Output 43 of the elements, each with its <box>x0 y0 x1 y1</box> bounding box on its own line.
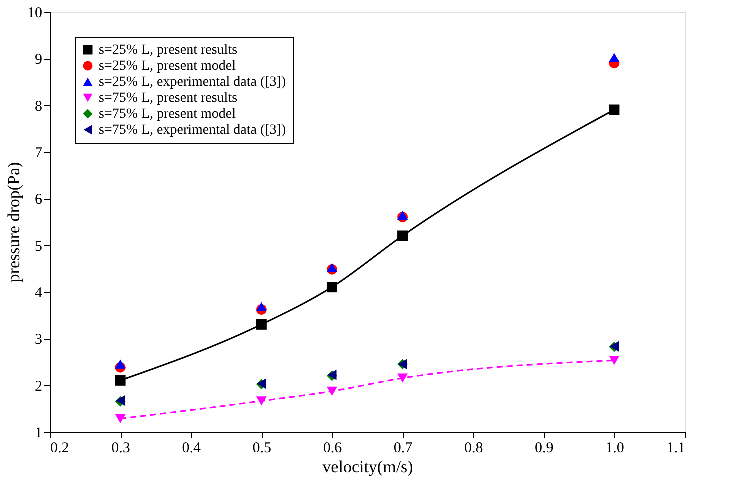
x-tick-label: 0.7 <box>394 440 414 456</box>
legend-label: s=25% L, experimental data ([3]) <box>99 75 286 90</box>
y-tick-label: 1 <box>35 426 42 442</box>
point <box>256 396 267 406</box>
x-tick-label: 0.3 <box>112 440 130 456</box>
legend-label: s=75% L, experimental data ([3]) <box>99 123 286 138</box>
legend-label: s=75% L, present results <box>99 91 238 106</box>
x-tick-label: 1.1 <box>666 440 686 456</box>
y-tick-label: 7 <box>35 146 43 162</box>
x-axis-title: velocity(m/s) <box>322 458 414 476</box>
point <box>609 104 620 116</box>
point <box>326 386 338 396</box>
point <box>326 263 338 272</box>
x-tick-label: 0.5 <box>252 440 272 456</box>
point <box>398 210 408 220</box>
point <box>609 356 620 366</box>
point <box>115 414 126 424</box>
y-tick-label: 4 <box>35 286 43 302</box>
point <box>398 230 408 242</box>
legend-label: s=75% L, present model <box>99 107 236 122</box>
y-tick-label: 5 <box>35 238 42 255</box>
y-tick-label: 2 <box>35 378 42 395</box>
point <box>326 282 338 293</box>
point <box>115 375 126 386</box>
x-tick-label: 0.4 <box>182 440 202 456</box>
point <box>115 360 126 369</box>
legend-label: s=25% L, present results <box>99 43 238 58</box>
y-tick-label: 10 <box>28 6 42 22</box>
x-tick-label: 0.9 <box>535 440 554 456</box>
y-tick-label: 6 <box>35 192 43 208</box>
y-tick-label: 8 <box>35 98 42 115</box>
x-tick-label: 1.0 <box>606 440 624 456</box>
y-axis-title: pressure drop(Pa) <box>4 162 24 283</box>
y-tick-label: 9 <box>35 52 42 68</box>
point <box>256 319 267 330</box>
y-tick-label: 3 <box>35 332 42 348</box>
x-tick-label: 0.8 <box>464 440 484 456</box>
legend-label: s=25% L, present model <box>99 59 236 74</box>
x-tick-label: 0.2 <box>50 440 70 456</box>
point <box>609 53 620 62</box>
point <box>398 374 408 383</box>
point <box>256 302 267 312</box>
x-tick-label: 0.6 <box>323 440 343 456</box>
